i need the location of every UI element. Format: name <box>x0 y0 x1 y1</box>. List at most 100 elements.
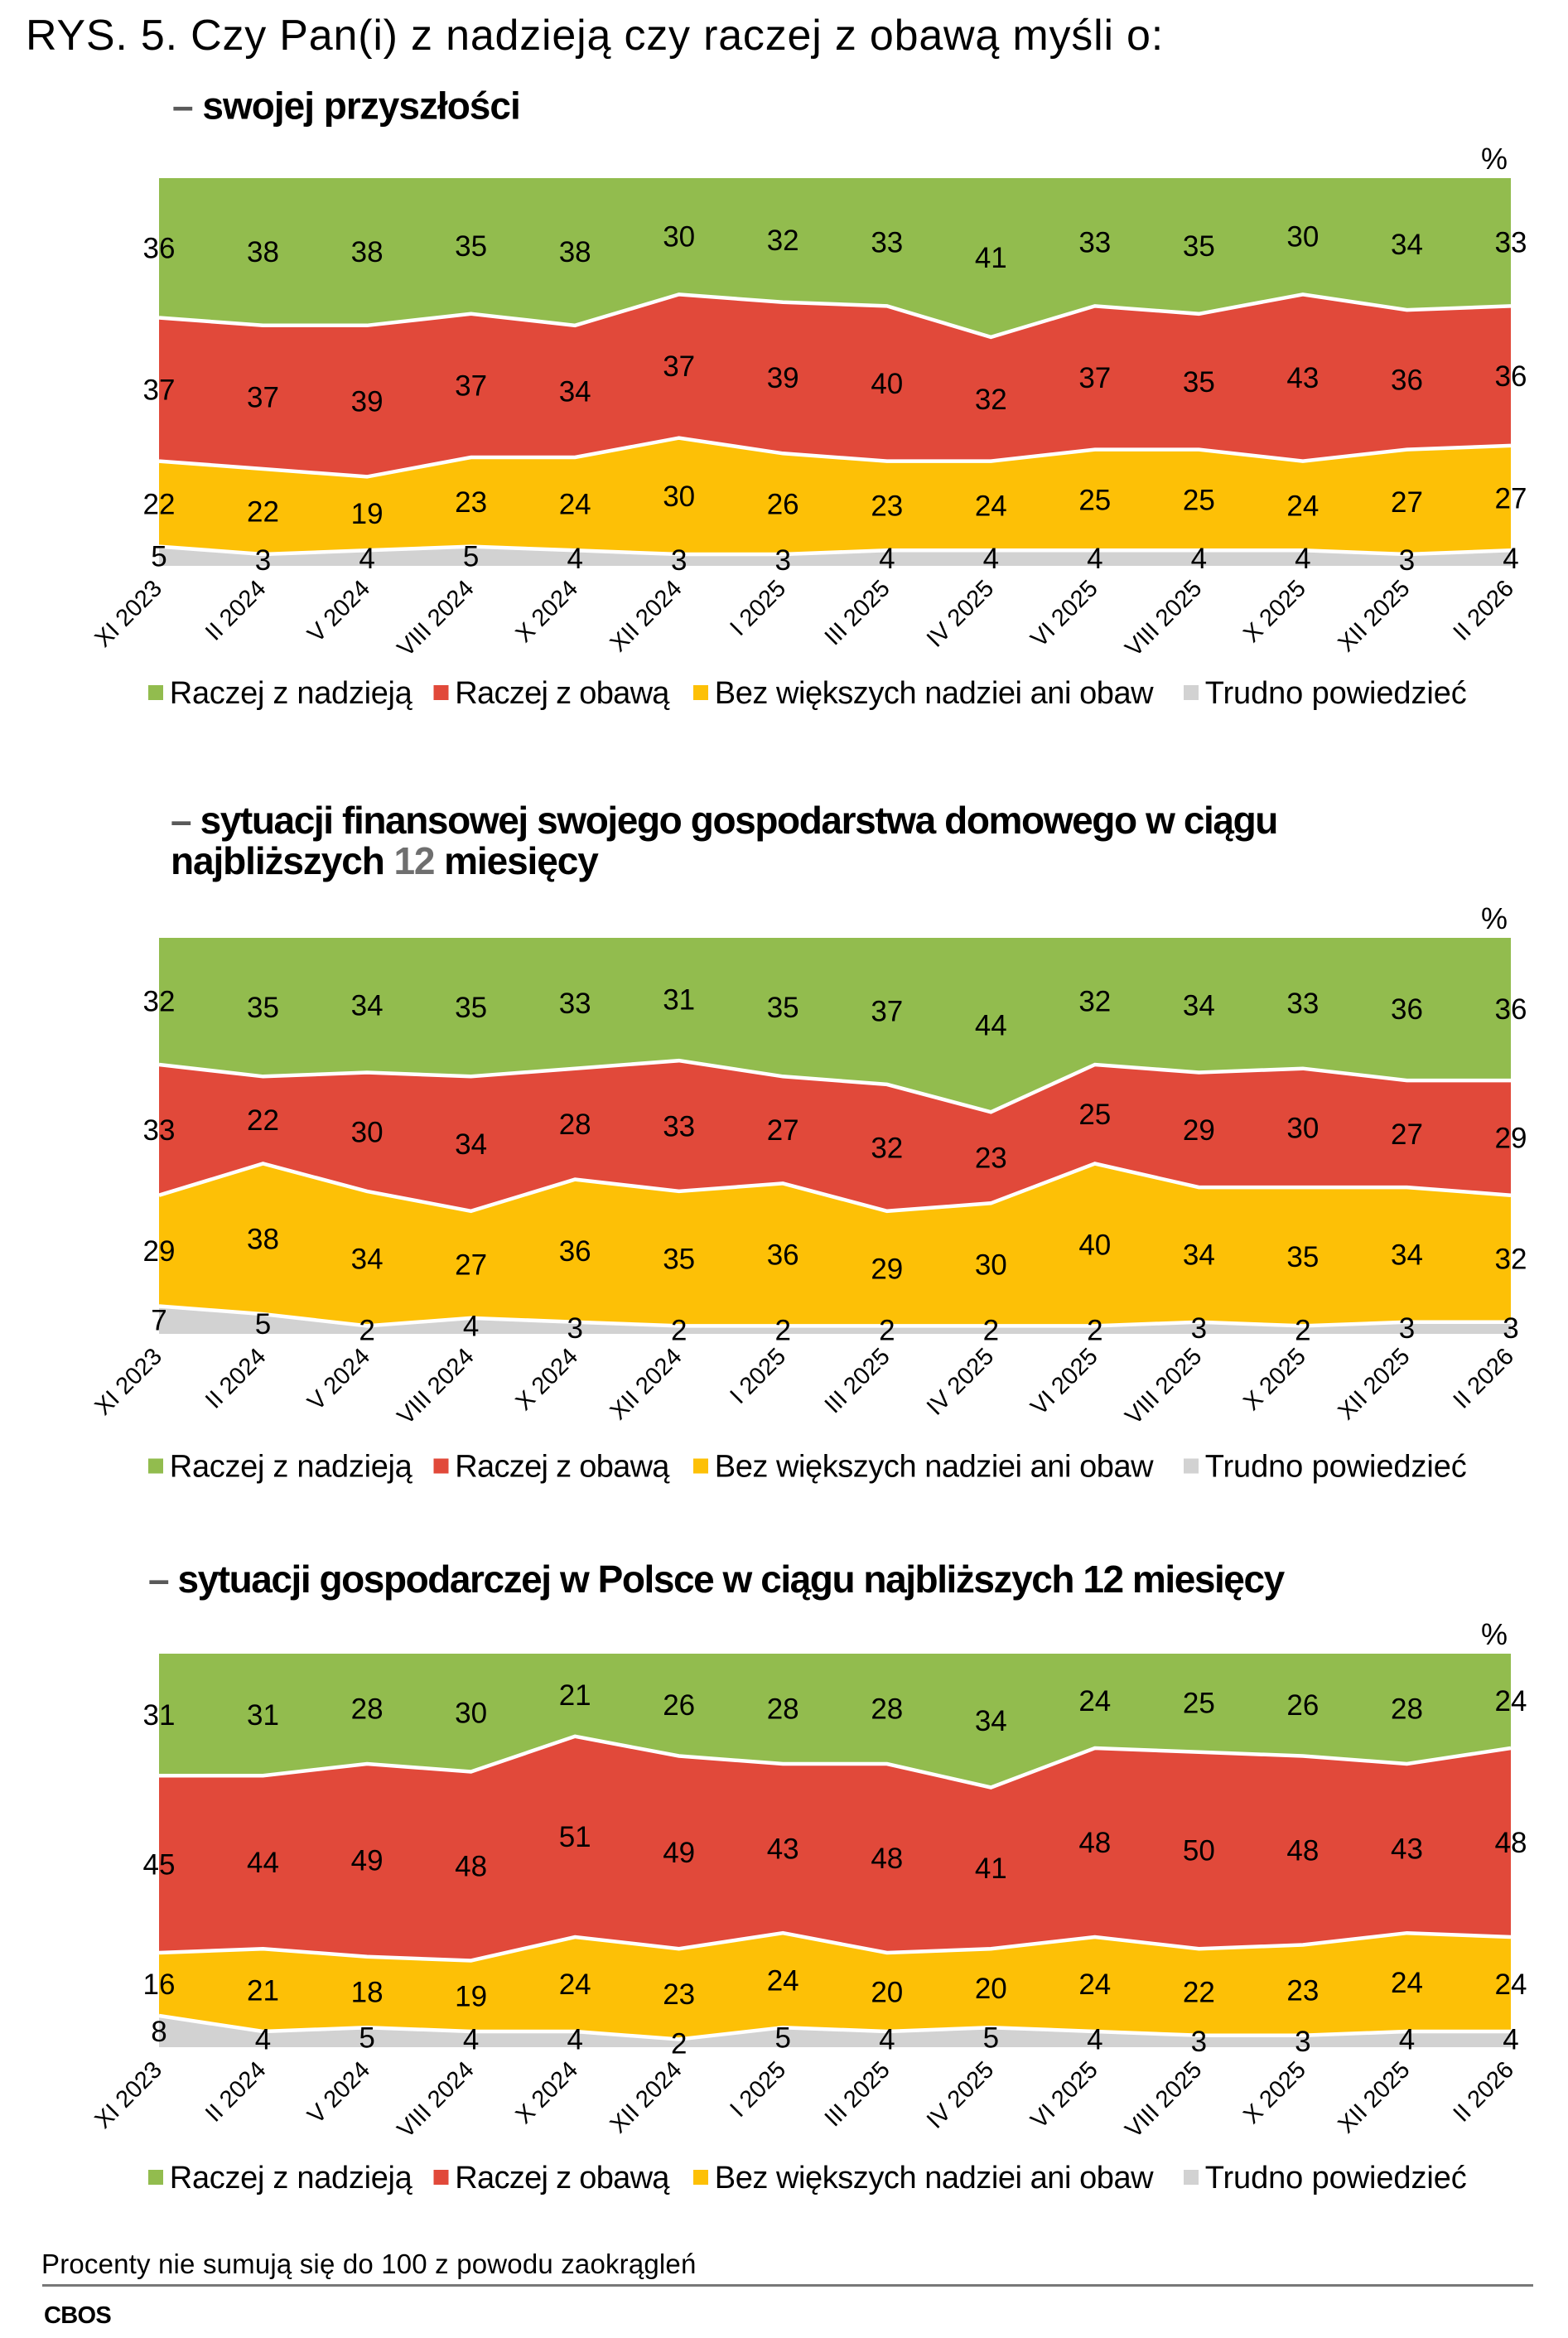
svg-text:Raczej z nadzieją: Raczej z nadzieją <box>170 1449 413 1484</box>
svg-text:24: 24 <box>1078 1968 1111 2001</box>
svg-text:20: 20 <box>975 1973 1007 2005</box>
svg-text:45: 45 <box>143 1848 176 1881</box>
svg-text:24: 24 <box>975 490 1007 523</box>
svg-text:32: 32 <box>975 384 1007 416</box>
svg-text:33: 33 <box>1078 226 1111 258</box>
svg-text:32: 32 <box>1495 1243 1527 1275</box>
svg-text:26: 26 <box>767 488 799 520</box>
svg-text:2: 2 <box>1087 1314 1102 1346</box>
svg-text:3: 3 <box>774 544 790 577</box>
svg-text:26: 26 <box>663 1689 695 1722</box>
svg-text:4: 4 <box>567 543 582 575</box>
svg-text:8: 8 <box>151 2016 166 2048</box>
svg-text:II 2026: II 2026 <box>1449 2056 1519 2127</box>
svg-text:30: 30 <box>455 1697 487 1729</box>
svg-text:XII 2024: XII 2024 <box>605 2056 688 2138</box>
svg-text:30: 30 <box>1286 1113 1319 1145</box>
svg-text:3: 3 <box>1399 544 1415 577</box>
svg-text:II 2026: II 2026 <box>1449 575 1519 645</box>
svg-text:Bez większych nadziei ani obaw: Bez większych nadziei ani obaw <box>715 2161 1154 2195</box>
svg-text:2: 2 <box>774 1314 790 1346</box>
svg-text:48: 48 <box>1286 1835 1319 1867</box>
svg-text:30: 30 <box>351 1116 384 1148</box>
svg-text:4: 4 <box>1503 2024 1518 2056</box>
svg-text:24: 24 <box>559 1968 591 2001</box>
svg-text:V 2024: V 2024 <box>302 2056 375 2129</box>
svg-text:2: 2 <box>879 1314 895 1346</box>
svg-text:4: 4 <box>1295 543 1310 575</box>
svg-text:30: 30 <box>1286 220 1319 253</box>
svg-text:23: 23 <box>975 1142 1007 1175</box>
svg-text:23: 23 <box>871 490 903 523</box>
svg-text:VI 2025: VI 2025 <box>1025 1343 1102 1420</box>
svg-text:35: 35 <box>455 992 487 1024</box>
svg-text:RYS. 5. Czy Pan(i) z nadzieją: RYS. 5. Czy Pan(i) z nadzieją czy raczej… <box>26 12 1164 60</box>
svg-text:26: 26 <box>1286 1689 1319 1722</box>
svg-text:XII 2024: XII 2024 <box>605 1343 688 1425</box>
svg-text:Trudno powiedzieć: Trudno powiedzieć <box>1205 2161 1467 2195</box>
svg-text:34: 34 <box>351 990 384 1022</box>
svg-text:4: 4 <box>879 2024 895 2056</box>
svg-text:48: 48 <box>1078 1827 1111 1859</box>
svg-text:4: 4 <box>359 543 374 575</box>
svg-text:43: 43 <box>767 1833 799 1865</box>
svg-text:24: 24 <box>1495 1685 1527 1717</box>
svg-text:38: 38 <box>247 1224 279 1256</box>
svg-text:VIII 2024: VIII 2024 <box>393 575 480 662</box>
svg-text:34: 34 <box>975 1705 1007 1737</box>
svg-text:%: % <box>1481 1617 1508 1651</box>
svg-text:VI 2025: VI 2025 <box>1025 575 1102 652</box>
svg-text:25: 25 <box>1078 1099 1111 1131</box>
svg-text:35: 35 <box>247 992 279 1024</box>
svg-text:X 2025: X 2025 <box>1238 1343 1311 1416</box>
svg-text:33: 33 <box>143 1114 176 1147</box>
svg-text:4: 4 <box>463 2024 479 2056</box>
svg-text:3: 3 <box>1191 2026 1207 2058</box>
svg-text:22: 22 <box>1183 1977 1215 2009</box>
svg-text:24: 24 <box>1495 1968 1527 2001</box>
svg-text:49: 49 <box>351 1845 384 1877</box>
svg-text:4: 4 <box>1087 2024 1102 2056</box>
svg-text:II 2024: II 2024 <box>200 1343 271 1413</box>
svg-text:XI 2023: XI 2023 <box>90 2056 167 2133</box>
svg-text:31: 31 <box>247 1699 279 1732</box>
svg-text:38: 38 <box>351 236 384 268</box>
svg-text:23: 23 <box>455 486 487 519</box>
svg-text:38: 38 <box>247 236 279 268</box>
svg-text:%: % <box>1481 901 1508 935</box>
svg-text:I 2025: I 2025 <box>726 2056 792 2123</box>
svg-text:29: 29 <box>1495 1123 1527 1155</box>
svg-text:44: 44 <box>247 1847 279 1879</box>
svg-text:VI 2025: VI 2025 <box>1025 2056 1102 2133</box>
svg-text:40: 40 <box>871 368 903 400</box>
svg-text:XII 2025: XII 2025 <box>1333 2056 1415 2138</box>
svg-text:3: 3 <box>1191 1312 1207 1345</box>
svg-text:34: 34 <box>1183 1239 1215 1272</box>
svg-text:I 2025: I 2025 <box>726 575 792 641</box>
svg-text:23: 23 <box>663 1978 695 2011</box>
svg-text:III 2025: III 2025 <box>820 575 895 650</box>
svg-text:IV 2025: IV 2025 <box>922 2056 999 2133</box>
svg-text:36: 36 <box>1391 365 1423 397</box>
svg-text:Raczej z nadzieją: Raczej z nadzieją <box>170 2161 413 2195</box>
svg-text:II 2024: II 2024 <box>200 575 271 645</box>
svg-text:21: 21 <box>247 1974 279 2007</box>
svg-text:– sytuacji finansowej swojego: – sytuacji finansowej swojego gospodarst… <box>171 799 1277 842</box>
svg-text:25: 25 <box>1183 1688 1215 1720</box>
svg-text:19: 19 <box>455 1980 487 2012</box>
svg-text:CBOS: CBOS <box>44 2302 111 2329</box>
svg-text:33: 33 <box>1286 988 1319 1020</box>
svg-text:32: 32 <box>143 986 176 1018</box>
svg-text:33: 33 <box>1495 226 1527 258</box>
svg-text:41: 41 <box>975 1853 1007 1885</box>
svg-text:28: 28 <box>351 1693 384 1726</box>
svg-text:24: 24 <box>1078 1685 1111 1717</box>
svg-text:36: 36 <box>1495 993 1527 1026</box>
svg-text:3: 3 <box>255 544 271 577</box>
svg-text:27: 27 <box>1391 1118 1423 1151</box>
svg-text:VIII 2025: VIII 2025 <box>1121 1343 1208 1430</box>
svg-text:31: 31 <box>143 1699 176 1732</box>
svg-text:24: 24 <box>1391 1967 1423 1999</box>
svg-text:VIII 2024: VIII 2024 <box>393 1343 480 1430</box>
svg-text:29: 29 <box>143 1235 176 1268</box>
